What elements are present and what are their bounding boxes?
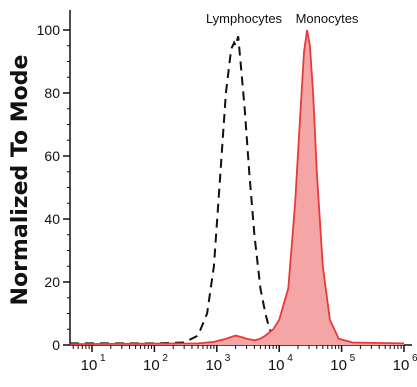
y-tick-label: 100 [37, 22, 61, 38]
x-tick-label: 10 [81, 357, 98, 374]
x-tick-exponent: 3 [225, 353, 231, 364]
series-label-lymphocytes: Lymphocytes [206, 11, 283, 26]
x-tick-exponent: 5 [350, 353, 356, 364]
y-tick-label: 40 [44, 211, 60, 227]
x-tick-exponent: 4 [287, 353, 293, 364]
series-area-monocytes [70, 30, 404, 345]
series-line-lymphocytes [70, 36, 405, 346]
x-tick-label: 10 [268, 357, 285, 374]
x-tick-label: 10 [143, 357, 160, 374]
y-tick-label: 60 [44, 148, 60, 164]
y-tick-label: 80 [44, 85, 60, 101]
y-tick-label: 0 [52, 337, 60, 353]
x-tick-exponent: 6 [412, 353, 417, 364]
series-label-monocytes: Monocytes [296, 11, 359, 26]
series-line-monocytes [69, 29, 405, 345]
x-tick-label: 10 [205, 357, 222, 374]
y-axis-label: Normalized To Mode [8, 55, 33, 306]
x-tick-label: 10 [393, 357, 410, 374]
y-tick-label: 20 [44, 274, 60, 290]
x-tick-exponent: 2 [162, 353, 168, 364]
x-tick-label: 10 [330, 357, 347, 374]
x-tick-exponent: 1 [100, 353, 106, 364]
